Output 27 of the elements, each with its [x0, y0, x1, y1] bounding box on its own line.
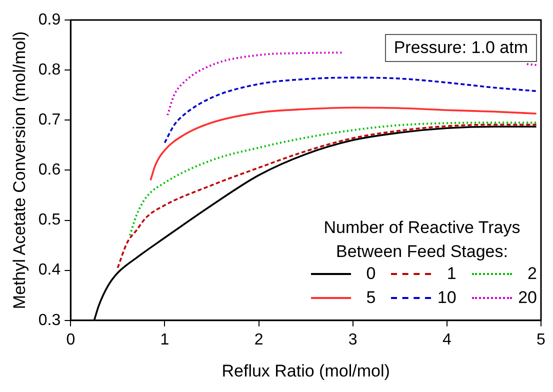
x-tick-label: 4 — [442, 331, 452, 348]
line-series — [150, 106, 538, 182]
legend-title: Number of Reactive Trays Between Feed Stages: — [322, 217, 522, 263]
y-tick-label: 0.5 — [38, 212, 61, 229]
y-tick-label: 0.7 — [38, 112, 61, 129]
annotation: Pressure: 1.0 atm — [384, 34, 537, 62]
x-tick-label: 3 — [348, 331, 358, 348]
legend-label: 5 — [365, 288, 376, 308]
y-tick-label: 0.4 — [38, 262, 61, 279]
y-tick-label: 0.3 — [38, 312, 61, 329]
line-series — [116, 124, 538, 269]
line-series — [164, 76, 538, 144]
legend-label: 1 — [446, 264, 456, 284]
x-tick-label: 2 — [254, 331, 264, 348]
y-tick-label: 0.6 — [38, 162, 61, 179]
legend-label: 20 — [517, 288, 537, 308]
legend-label: 0 — [365, 264, 376, 284]
legend-label: 2 — [526, 264, 537, 284]
x-tick-label: 5 — [536, 331, 546, 348]
y-axis-title: Methyl Acetate Conversion (mol/mol) — [10, 31, 29, 310]
x-tick-label: 1 — [160, 331, 170, 348]
y-tick-label: 0.8 — [38, 61, 61, 78]
x-tick-label: 0 — [66, 331, 76, 348]
line-series — [128, 122, 538, 236]
x-axis-title: Reflux Ratio (mol/mol) — [222, 361, 390, 380]
y-tick-label: 0.9 — [38, 11, 61, 28]
legend-label: 10 — [436, 288, 456, 308]
